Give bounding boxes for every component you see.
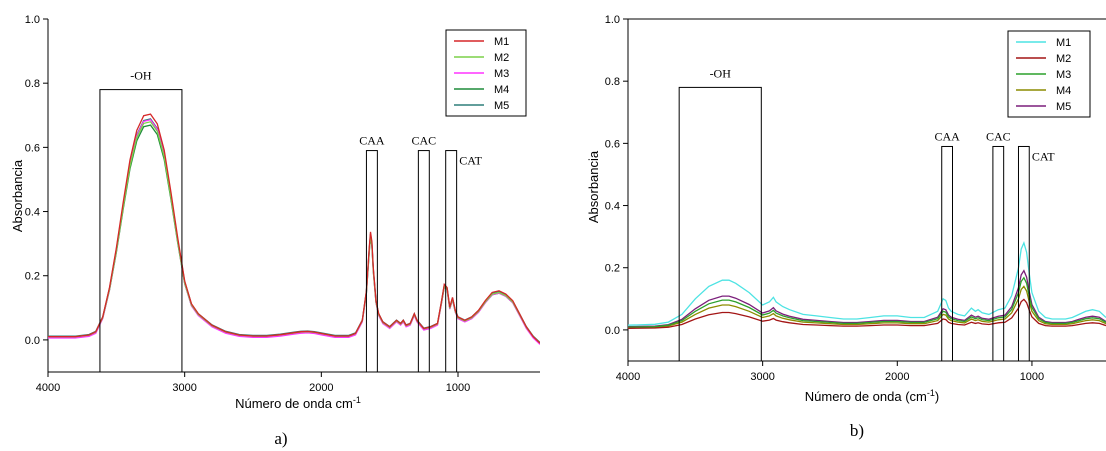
y-tick-label: 0.2 [605, 263, 620, 275]
annotation-box-caa [365, 150, 378, 373]
chart-panel-a: 0.0 0.2 0.4 0.6 0.8 1.0 4000 3000 2000 1000 Número… [10, 14, 540, 448]
annotation-box-cat [445, 150, 458, 373]
x-axis-label-text: Número de onda (cm [805, 389, 927, 404]
legend-label: M1 [494, 36, 509, 48]
x-tick-label: 2000 [885, 371, 909, 383]
y-tick-label: 0.0 [605, 325, 620, 337]
annotation-label: CAT [1032, 149, 1055, 163]
y-tick-label: 0.2 [25, 271, 40, 283]
x-axis-label-suffix: ) [935, 389, 939, 404]
series-group [48, 113, 540, 345]
y-tick-label: 0.6 [605, 138, 620, 150]
legend-label: M1 [1056, 37, 1071, 49]
y-tick-label: 1.0 [25, 14, 40, 26]
legend: M1 M2 M3 M4 M5 [445, 29, 527, 117]
y-tick-label: 0.0 [25, 335, 40, 347]
x-axis-label-superscript: -1 [353, 395, 361, 405]
annotation-label: CAC [411, 134, 436, 148]
y-tick-label: 1.0 [605, 14, 620, 26]
legend-label: M2 [494, 52, 509, 64]
legend-label: M3 [1056, 69, 1071, 81]
annotation-box-oh [99, 89, 183, 373]
annotation-box-cat [1017, 145, 1030, 362]
legend-label: M2 [1056, 53, 1071, 65]
x-tick-label: 2000 [309, 382, 333, 394]
x-axis-label: Número de onda (cm-1) [805, 388, 939, 404]
annotation-label: CAA [934, 129, 960, 143]
legend-label: M3 [494, 68, 509, 80]
x-axis-label-text: Número de onda cm [235, 396, 353, 411]
annotation-box-oh [678, 86, 762, 362]
annotation-box-cac [992, 145, 1005, 362]
annotation-box-caa [941, 145, 954, 362]
x-axis-label-superscript: -1 [927, 388, 935, 398]
x-tick-label: 4000 [616, 371, 640, 383]
series-group [628, 240, 1106, 329]
annotation-box-cac [417, 150, 430, 373]
chart-panel-b: 0.0 0.2 0.4 0.6 0.8 1.0 4000 3000 2000 1000 Número… [586, 14, 1106, 440]
annotation-label: -OH [130, 69, 152, 83]
y-axis-label: Absorbancia [586, 150, 601, 223]
annotation-label: CAT [459, 154, 482, 168]
legend-label: M5 [1056, 101, 1071, 113]
x-tick-label: 1000 [446, 382, 470, 394]
series-line-m1 [48, 113, 540, 344]
x-tick-label: 3000 [172, 382, 196, 394]
series-line-m5 [48, 118, 540, 343]
x-axis-label: Número de onda cm-1 [235, 395, 361, 411]
legend-label: M4 [494, 84, 509, 96]
series-line-m4 [628, 285, 1106, 329]
legend-label: M5 [494, 100, 509, 112]
y-tick-label: 0.6 [25, 142, 40, 154]
y-tick-label: 0.4 [25, 207, 40, 219]
legend: M1 M2 M3 M4 M5 [1007, 30, 1091, 118]
x-tick-label: 3000 [750, 371, 774, 383]
panel-label: a) [274, 429, 287, 448]
annotation-label: -OH [710, 66, 732, 80]
x-tick-label: 4000 [36, 382, 60, 394]
y-axis-label: Absorbancia [10, 159, 25, 232]
y-tick-label: 0.8 [605, 76, 620, 88]
series-line-m3 [628, 276, 1106, 328]
series-line-m2 [628, 298, 1106, 329]
legend-label: M4 [1056, 85, 1071, 97]
x-tick-label: 1000 [1020, 371, 1044, 383]
panel-label: b) [850, 421, 864, 440]
y-tick-label: 0.4 [605, 201, 620, 213]
y-tick-label: 0.8 [25, 78, 40, 90]
series-line-m5 [628, 269, 1106, 328]
annotation-label: CAC [986, 129, 1011, 143]
annotation-label: CAA [359, 134, 385, 148]
series-line-m1 [628, 240, 1106, 326]
